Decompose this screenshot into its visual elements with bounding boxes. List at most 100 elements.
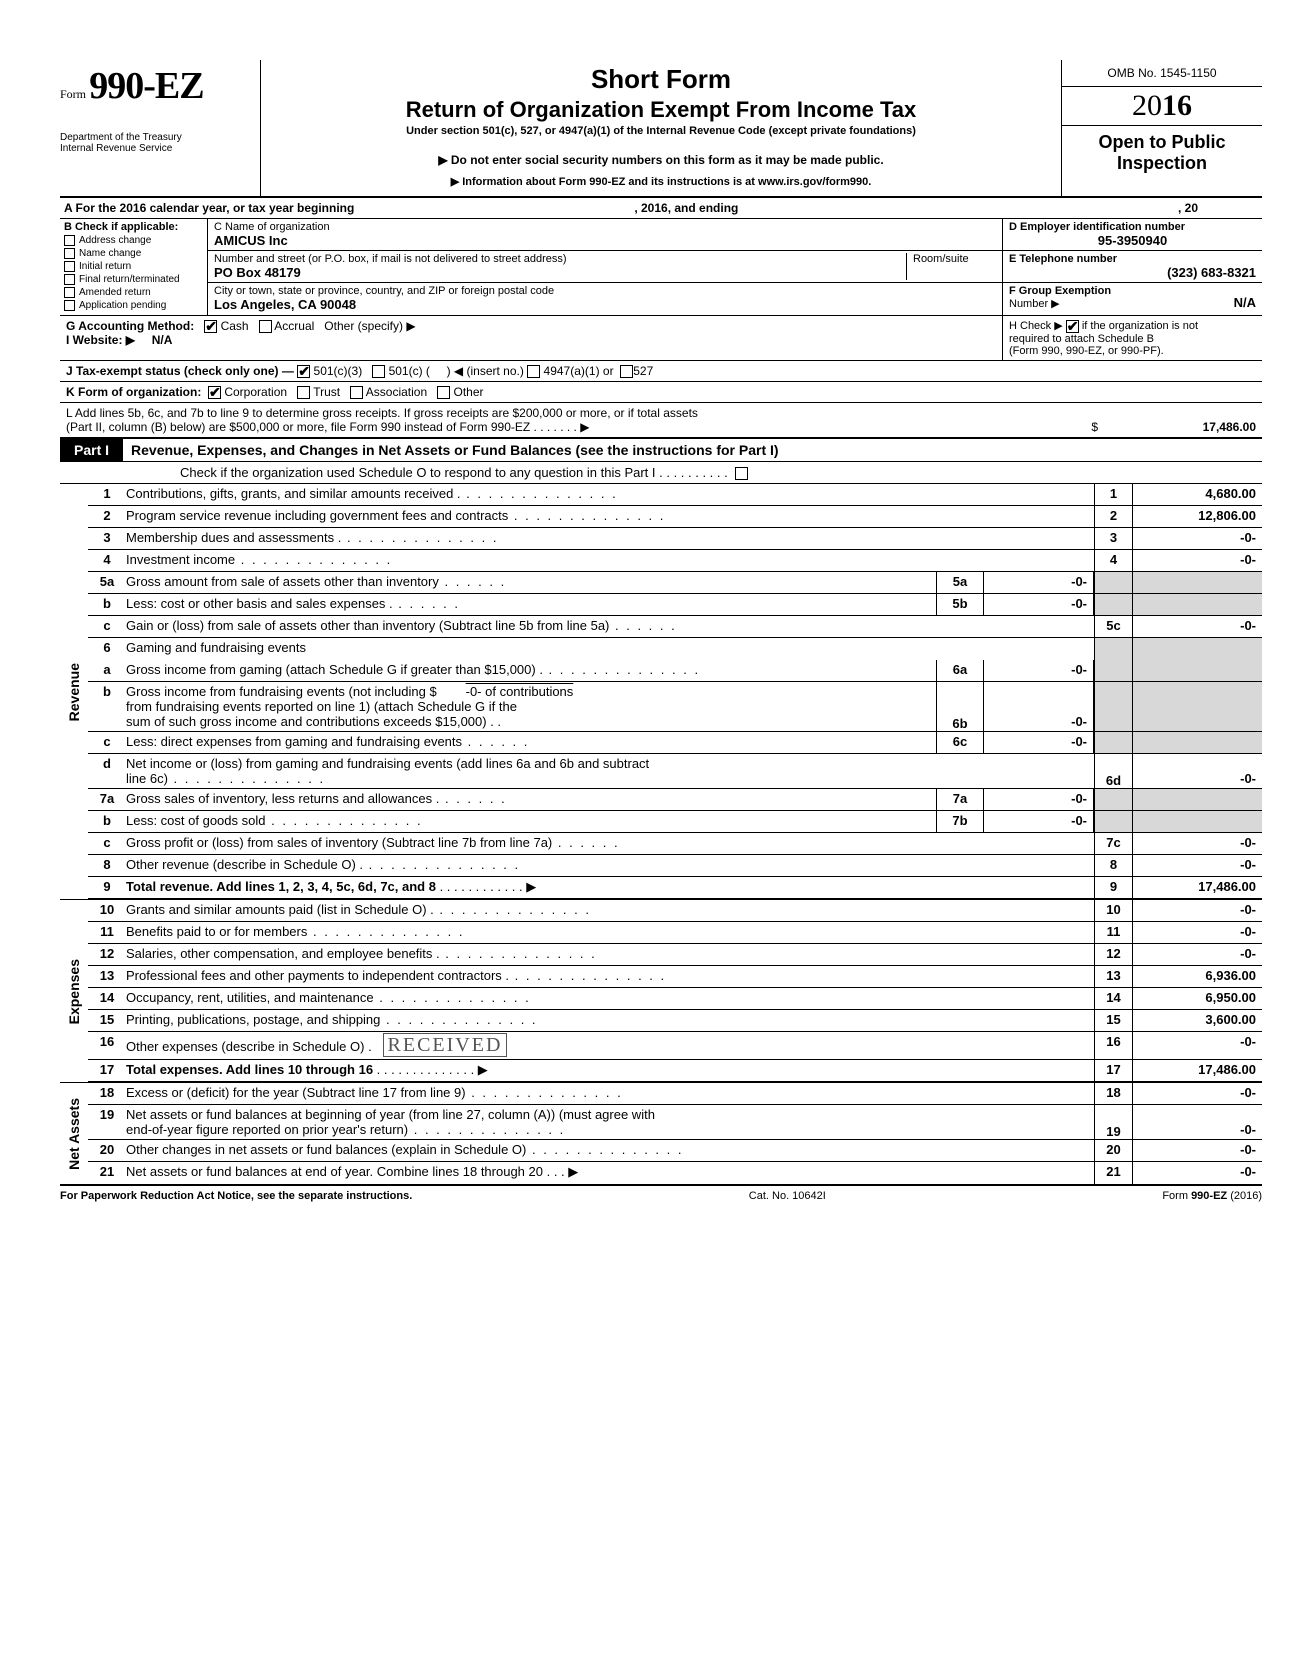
- ln11-desc: Benefits paid to or for members: [126, 922, 1094, 943]
- cb-527[interactable]: [620, 365, 633, 378]
- ln13-col: 13: [1094, 966, 1132, 987]
- j-501c3: 501(c)(3): [314, 364, 363, 378]
- ln17-col: 17: [1094, 1060, 1132, 1081]
- ln5b-num: b: [88, 594, 126, 615]
- ln5c-amt: -0-: [1132, 616, 1262, 637]
- ln12-desc: Salaries, other compensation, and employ…: [126, 944, 1094, 965]
- cb-trust[interactable]: [297, 386, 310, 399]
- ln5c-col: 5c: [1094, 616, 1132, 637]
- ln7b-desc: Less: cost of goods sold: [126, 811, 936, 832]
- cb-final-return[interactable]: [64, 274, 75, 285]
- ln21-col: 21: [1094, 1162, 1132, 1184]
- row-j: J Tax-exempt status (check only one) — 5…: [60, 361, 1262, 382]
- ln9-amt: 17,486.00: [1132, 877, 1262, 898]
- title-short-form: Short Form: [269, 64, 1053, 95]
- header-right: OMB No. 1545-1150 2016 Open to Public In…: [1062, 60, 1262, 179]
- ln6b-shade: [1094, 682, 1132, 731]
- expenses-label: Expenses: [66, 959, 82, 1024]
- cb-cash[interactable]: [204, 320, 217, 333]
- ln18-num: 18: [88, 1083, 126, 1104]
- j-4947: 4947(a)(1) or: [544, 364, 614, 378]
- group-exempt-row: F Group Exemption Number ▶ N/A: [1003, 283, 1262, 312]
- ln6c-mv: -0-: [984, 732, 1094, 753]
- ln16-desc: Other expenses (describe in Schedule O) …: [126, 1032, 1094, 1059]
- subtitle: Under section 501(c), 527, or 4947(a)(1)…: [269, 125, 1053, 137]
- cb-address-change[interactable]: [64, 235, 75, 246]
- ln17-num: 17: [88, 1060, 126, 1081]
- cb-initial-return[interactable]: [64, 261, 75, 272]
- dept-2: Internal Revenue Service: [60, 143, 260, 154]
- ln10-num: 10: [88, 900, 126, 921]
- part1-sub-text: Check if the organization used Schedule …: [180, 465, 728, 480]
- cb-assoc[interactable]: [350, 386, 363, 399]
- g-accounting: G Accounting Method: Cash Accrual Other …: [60, 316, 1002, 360]
- ln20-desc: Other changes in net assets or fund bala…: [126, 1140, 1094, 1161]
- ln11-col: 11: [1094, 922, 1132, 943]
- tel-row: E Telephone number (323) 683-8321: [1003, 251, 1262, 283]
- cb-4947[interactable]: [527, 365, 540, 378]
- tel-value: (323) 683-8321: [1009, 265, 1256, 280]
- ln8-col: 8: [1094, 855, 1132, 876]
- cb-accrual[interactable]: [259, 320, 272, 333]
- h-txt4: (Form 990, 990-EZ, or 990-PF).: [1009, 345, 1164, 357]
- city-row: City or town, state or province, country…: [208, 283, 1002, 314]
- ln3-desc: Membership dues and assessments .: [126, 528, 1094, 549]
- ln9-desc: Total revenue. Add lines 1, 2, 3, 4, 5c,…: [126, 877, 1094, 898]
- ln5b-shade: [1094, 594, 1132, 615]
- ln6-shade: [1094, 638, 1132, 660]
- expenses-section: Expenses 10Grants and similar amounts pa…: [60, 899, 1262, 1082]
- omb-number: OMB No. 1545-1150: [1062, 60, 1262, 87]
- ln2-desc: Program service revenue including govern…: [126, 506, 1094, 527]
- ln11-amt: -0-: [1132, 922, 1262, 943]
- ln8-desc: Other revenue (describe in Schedule O) .: [126, 855, 1094, 876]
- ln16-amt: -0-: [1132, 1032, 1262, 1059]
- ln5a-mid: 5a: [936, 572, 984, 593]
- cb-501c[interactable]: [372, 365, 385, 378]
- b-item-2: Initial return: [79, 261, 131, 272]
- g-other: Other (specify) ▶: [324, 319, 415, 333]
- header-left: Form 990-EZ Department of the Treasury I…: [60, 60, 260, 162]
- b-item-1: Name change: [79, 248, 141, 259]
- ln5c-num: c: [88, 616, 126, 637]
- cb-corp[interactable]: [208, 386, 221, 399]
- ln2-col: 2: [1094, 506, 1132, 527]
- cb-501c3[interactable]: [297, 365, 310, 378]
- cb-schedule-o[interactable]: [735, 467, 748, 480]
- website-value: N/A: [152, 333, 173, 347]
- form-number-text: 990-EZ: [89, 65, 203, 107]
- cb-app-pending[interactable]: [64, 300, 75, 311]
- ln6d-desc: Net income or (loss) from gaming and fun…: [126, 754, 1094, 788]
- ln20-col: 20: [1094, 1140, 1132, 1161]
- ln16-num: 16: [88, 1032, 126, 1059]
- ln1-desc: Contributions, gifts, grants, and simila…: [126, 484, 1094, 505]
- ln4-num: 4: [88, 550, 126, 571]
- ln5b-mid: 5b: [936, 594, 984, 615]
- ln7b-shade: [1094, 811, 1132, 832]
- k-other: Other: [454, 385, 484, 399]
- ln6c-shade: [1094, 732, 1132, 753]
- cb-amended[interactable]: [64, 287, 75, 298]
- ln7a-shade2: [1132, 789, 1262, 810]
- footer-right: Form 990-EZ (2016): [1162, 1190, 1262, 1202]
- org-name: AMICUS Inc: [214, 233, 996, 248]
- ln7c-desc: Gross profit or (loss) from sales of inv…: [126, 833, 1094, 854]
- ln6b-mv: -0-: [984, 682, 1094, 731]
- info-grid: B Check if applicable: Address change Na…: [60, 219, 1262, 316]
- ln15-amt: 3,600.00: [1132, 1010, 1262, 1031]
- cb-other-org[interactable]: [437, 386, 450, 399]
- tax-year: 2016: [1062, 87, 1262, 126]
- row-l: L Add lines 5b, 6c, and 7b to line 9 to …: [60, 403, 1262, 439]
- ln13-num: 13: [88, 966, 126, 987]
- ln8-amt: -0-: [1132, 855, 1262, 876]
- ln20-amt: -0-: [1132, 1140, 1262, 1161]
- cb-schedule-b[interactable]: [1066, 320, 1079, 333]
- j-label: J Tax-exempt status (check only one) —: [66, 364, 294, 378]
- col-b: B Check if applicable: Address change Na…: [60, 219, 208, 315]
- ln16-col: 16: [1094, 1032, 1132, 1059]
- year-prefix: 20: [1132, 89, 1162, 122]
- ln6b-mid: 6b: [936, 682, 984, 731]
- ln6a-shade: [1094, 660, 1132, 681]
- addr-label: Number and street (or P.O. box, if mail …: [214, 253, 906, 265]
- cb-name-change[interactable]: [64, 248, 75, 259]
- ln17-amt: 17,486.00: [1132, 1060, 1262, 1081]
